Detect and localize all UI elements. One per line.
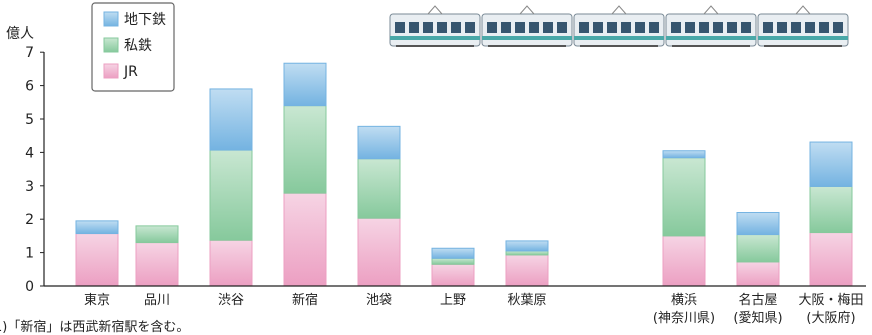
x-tick-label: 横浜	[671, 293, 697, 308]
bar-私鉄-池袋	[357, 158, 401, 219]
bar-JR-名古屋	[736, 261, 780, 287]
bar-JR-東京	[75, 233, 119, 287]
bar-私鉄-秋葉原	[505, 250, 549, 256]
x-tick-label: 新宿	[292, 292, 318, 308]
bar-私鉄-上野	[431, 257, 475, 265]
x-tick-sublabel: (愛知県)	[733, 310, 782, 326]
y-axis	[43, 52, 866, 287]
x-tick-label: 秋葉原	[507, 293, 546, 308]
train-illustration	[389, 5, 849, 47]
bar-地下鉄-池袋	[357, 125, 401, 160]
legend-swatch-JR	[103, 63, 119, 79]
bar-私鉄-大阪・梅田	[809, 185, 853, 234]
bar-地下鉄-東京	[75, 220, 119, 235]
y-tick-label: 7	[25, 45, 34, 61]
bar-JR-秋葉原	[505, 254, 549, 287]
x-tick-label: 東京	[84, 292, 110, 308]
y-tick-labels: 0 1 2 3 4 5 6 7	[25, 45, 44, 295]
x-tick-label: 名古屋	[738, 292, 777, 308]
legend-swatch-私鉄	[103, 37, 119, 53]
bar-JR-横浜	[662, 235, 706, 287]
x-tick-label: 渋谷	[218, 293, 244, 308]
legend-label-地下鉄: 地下鉄	[124, 12, 166, 28]
bar-私鉄-新宿	[283, 105, 327, 194]
y-tick-label: 0	[25, 279, 34, 295]
legend-label-私鉄: 私鉄	[124, 38, 152, 54]
y-tick-label: 4	[25, 145, 34, 161]
x-tick-label: 上野	[440, 293, 466, 308]
x-tick-label: 池袋	[366, 293, 392, 308]
bar-地下鉄-新宿	[283, 62, 327, 107]
x-tick-sublabel: (大阪府)	[806, 311, 855, 326]
y-tick-label: 1	[25, 246, 34, 262]
x-tick-sublabel: (神奈川県)	[653, 311, 715, 326]
bar-私鉄-名古屋	[736, 234, 780, 263]
y-tick-label: 2	[25, 212, 34, 228]
bar-JR-上野	[431, 263, 475, 287]
bar-JR-渋谷	[209, 239, 253, 287]
bar-私鉄-渋谷	[209, 149, 253, 241]
bar-地下鉄-渋谷	[209, 88, 253, 151]
x-tick-label: 大阪・梅田	[798, 293, 863, 308]
footnote: 1)「新宿」は西武新宿駅を含む。	[0, 320, 190, 335]
x-tick-label: 品川	[144, 293, 170, 308]
bars-layer	[75, 62, 853, 287]
bar-地下鉄-横浜	[662, 150, 706, 159]
legend-label-JR: JR	[123, 64, 138, 80]
bar-JR-品川	[135, 242, 179, 287]
bar-JR-新宿	[283, 192, 327, 287]
bar-JR-大阪・梅田	[809, 232, 853, 287]
bar-私鉄-横浜	[662, 157, 706, 237]
legend-swatch-地下鉄	[103, 11, 119, 27]
bar-地下鉄-名古屋	[736, 212, 780, 236]
y-unit-label: 億人	[6, 26, 34, 42]
y-tick-label: 5	[25, 112, 34, 128]
bar-JR-池袋	[357, 217, 401, 287]
x-tick-labels: 東京 品川 渋谷 新宿 池袋 上野 秋葉原 横浜 (神奈川県) 名古屋 (愛知県) 大阪・梅田 (大阪府…	[84, 292, 864, 326]
bar-私鉄-品川	[135, 225, 179, 244]
y-tick-label: 3	[25, 179, 34, 195]
y-tick-label: 6	[25, 79, 34, 95]
bar-地下鉄-上野	[431, 247, 475, 259]
bar-地下鉄-大阪・梅田	[809, 141, 853, 187]
bar-地下鉄-秋葉原	[505, 240, 549, 252]
